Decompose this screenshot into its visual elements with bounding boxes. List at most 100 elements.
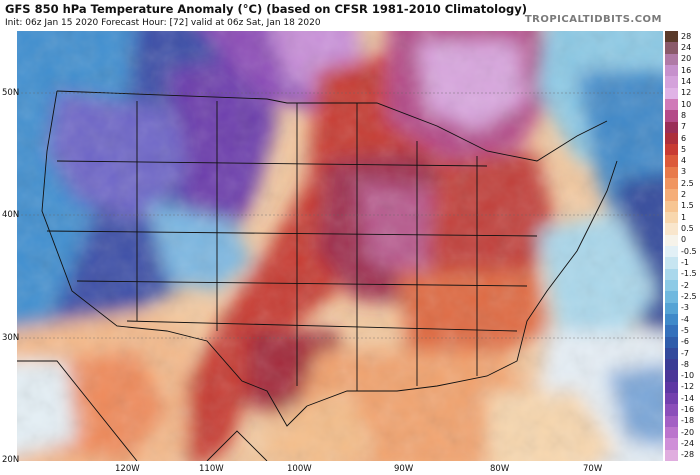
- colorbar-label: 24: [681, 42, 692, 52]
- map-subtitle: Init: 06z Jan 15 2020 Forecast Hour: [72…: [5, 18, 321, 28]
- us-west-mexico-border: [41, 90, 308, 427]
- colorbar-label: 1: [681, 212, 687, 222]
- colorbar-label: -16: [681, 405, 695, 415]
- colorbar-label: -4: [681, 314, 689, 324]
- colorbar-label: 3: [681, 167, 687, 177]
- lon-label-70w: 70W: [583, 464, 603, 474]
- colorbar-swatch: [665, 98, 678, 111]
- colorbar-label: 5: [681, 144, 687, 154]
- colorbar-swatch: [665, 76, 678, 89]
- lat-label-30n: 30N: [2, 333, 20, 343]
- colorbar-swatch: [665, 370, 678, 383]
- colorbar-swatch: [665, 336, 678, 349]
- colorbar-label: -7: [681, 348, 689, 358]
- colorbar-swatch: [665, 347, 678, 360]
- colorbar-label: -12: [681, 382, 695, 392]
- colorbar-swatch: [665, 325, 678, 338]
- colorbar-swatch: [665, 449, 678, 462]
- lon-label-100w: 100W: [287, 464, 312, 474]
- colorbar-swatch: [665, 110, 678, 123]
- colorbar-label: -28: [681, 450, 695, 460]
- mexico-lines: [17, 360, 268, 461]
- colorbar-label: -0.5: [681, 246, 697, 256]
- colorbar-swatch: [665, 393, 678, 405]
- colorbar-swatch: [665, 87, 678, 100]
- colorbar-swatch: [665, 291, 678, 304]
- colorbar-swatch: [665, 268, 678, 281]
- lon-label-110w: 110W: [199, 464, 224, 474]
- colorbar-swatch: [665, 381, 678, 394]
- colorbar-label: -1: [681, 257, 689, 267]
- colorbar-label: 0: [681, 235, 687, 245]
- colorbar-swatch: [665, 359, 678, 371]
- lat-label-50n: 50N: [2, 88, 20, 98]
- colorbar-label: 2: [681, 190, 687, 200]
- colorbar-label: 28: [681, 31, 692, 41]
- colorbar-swatch: [665, 234, 678, 247]
- colorbar-label: 10: [681, 99, 692, 109]
- colorbar-swatch: [665, 427, 678, 439]
- state-lines-horizontal: [46, 160, 538, 332]
- colorbar-swatch: [665, 302, 678, 315]
- colorbar-label: -24: [681, 439, 695, 449]
- colorbar-swatch: [665, 155, 678, 168]
- colorbar-label: -1.5: [681, 269, 697, 279]
- anomaly-map-svg: [17, 31, 663, 461]
- map-title: GFS 850 hPa Temperature Anomaly (°C) (ba…: [5, 2, 527, 16]
- anomaly-map: [17, 31, 663, 461]
- lon-label-120w: 120W: [115, 464, 140, 474]
- lat-label-40n: 40N: [2, 210, 20, 220]
- colorbar-label: -3: [681, 303, 689, 313]
- us-canada-border: [56, 90, 608, 162]
- colorbar-swatch: [665, 404, 678, 417]
- colorbar-swatch: [665, 166, 678, 179]
- colorbar-swatch: [665, 64, 678, 77]
- colorbar-swatch: [665, 42, 678, 55]
- colorbar-label: 14: [681, 76, 692, 86]
- us-coast: [306, 160, 618, 407]
- colorbar-swatch: [665, 438, 678, 451]
- colorbar-label: 16: [681, 65, 692, 75]
- map-texture: [17, 31, 663, 461]
- lon-label-80w: 80W: [490, 464, 510, 474]
- brand-watermark: TROPICALTIDBITS.COM: [524, 14, 662, 25]
- colorbar-label: -2: [681, 280, 689, 290]
- lat-label-20n: 20N: [2, 455, 20, 465]
- colorbar-label: 12: [681, 88, 692, 98]
- colorbar-swatch: [665, 132, 678, 145]
- state-lines-vertical: [136, 101, 478, 391]
- colorbar-swatch: [665, 31, 678, 43]
- lon-label-90w: 90W: [394, 464, 414, 474]
- colorbar-swatch: [665, 415, 678, 428]
- colorbar-label: 1.5: [681, 201, 694, 211]
- colorbar-swatch: [665, 257, 678, 270]
- colorbar-swatch: [665, 279, 678, 292]
- colorbar-label: 4: [681, 156, 687, 166]
- colorbar-label: -8: [681, 359, 689, 369]
- colorbar-swatch: [665, 246, 678, 258]
- colorbar-label: -6: [681, 337, 689, 347]
- colorbar: [665, 31, 678, 462]
- colorbar-label: -14: [681, 393, 695, 403]
- colorbar-swatch: [665, 223, 678, 236]
- boundary-lines: [17, 90, 618, 461]
- colorbar-swatch: [665, 178, 678, 190]
- colorbar-label: -10: [681, 371, 695, 381]
- colorbar-label: -20: [681, 427, 695, 437]
- colorbar-label: 0.5: [681, 224, 694, 234]
- colorbar-swatch: [665, 200, 678, 213]
- colorbar-label: -5: [681, 325, 689, 335]
- colorbar-label: 20: [681, 54, 692, 64]
- colorbar-swatch: [665, 144, 678, 156]
- colorbar-swatch: [665, 313, 678, 326]
- colorbar-label: 8: [681, 110, 687, 120]
- colorbar-swatch: [665, 121, 678, 134]
- colorbar-swatch: [665, 189, 678, 202]
- colorbar-swatch: [665, 212, 678, 224]
- colorbar-label: 2.5: [681, 178, 694, 188]
- colorbar-label: 6: [681, 133, 687, 143]
- colorbar-swatch: [665, 53, 678, 66]
- colorbar-label: -2.5: [681, 291, 697, 301]
- colorbar-label: -18: [681, 416, 695, 426]
- colorbar-label: 7: [681, 122, 687, 132]
